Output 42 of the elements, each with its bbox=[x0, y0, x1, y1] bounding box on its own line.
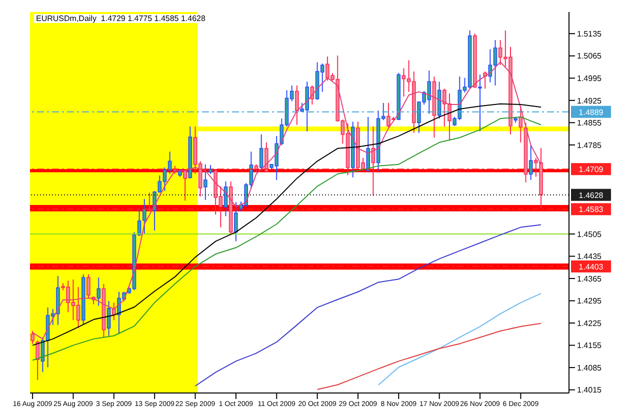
candlestick bbox=[30, 330, 34, 344]
ref-line-label: 1.4583 bbox=[578, 205, 604, 214]
candlestick bbox=[142, 198, 146, 235]
line-series bbox=[32, 61, 542, 340]
candlestick bbox=[366, 116, 370, 172]
ref-line-label: 1.4889 bbox=[578, 108, 604, 117]
y-tick-label: 1.4015 bbox=[577, 386, 602, 395]
candlestick bbox=[183, 168, 187, 202]
y-tick-label: 1.4855 bbox=[577, 118, 602, 128]
y-tick-label: 1.5065 bbox=[577, 52, 602, 61]
y-tick-label: 1.4435 bbox=[577, 252, 602, 262]
y-tick-label: 1.4925 bbox=[577, 96, 602, 106]
y-tick-label: 1.4785 bbox=[577, 140, 602, 150]
candlestick bbox=[478, 74, 482, 132]
candlestick bbox=[295, 84, 299, 126]
candlestick bbox=[264, 142, 268, 173]
line-series bbox=[316, 322, 542, 390]
y-tick-label: 1.4365 bbox=[577, 274, 602, 284]
candlestick bbox=[148, 192, 152, 212]
ref-line-label: 1.4628 bbox=[578, 190, 604, 200]
y-tick-label: 1.4295 bbox=[577, 296, 602, 306]
line-series bbox=[194, 224, 542, 387]
candlestick bbox=[483, 70, 487, 90]
candlestick bbox=[86, 274, 90, 299]
y-tick-label: 1.4995 bbox=[577, 74, 602, 83]
candlestick bbox=[442, 88, 446, 127]
candlestick bbox=[36, 340, 40, 380]
y-tick-label: 1.4225 bbox=[577, 318, 602, 328]
y-tick-label: 1.4505 bbox=[577, 230, 602, 239]
y-tick-label: 1.5135 bbox=[577, 29, 602, 38]
y-tick-label: 1.4085 bbox=[577, 363, 602, 372]
ref-line-label: 1.4709 bbox=[578, 165, 604, 174]
candlestick bbox=[448, 92, 452, 140]
chart-title: EURUSDm,Daily 1.4729 1.4775 1.4585 1.4628 bbox=[34, 14, 208, 23]
candlestick bbox=[259, 134, 264, 172]
candlestick bbox=[234, 202, 238, 242]
candlestick bbox=[204, 164, 208, 200]
line-series bbox=[378, 292, 542, 386]
candlestick bbox=[528, 144, 533, 180]
ref-line-label: 1.4403 bbox=[578, 262, 604, 272]
y-tick-label: 1.4155 bbox=[577, 341, 602, 350]
candlestick bbox=[96, 277, 101, 306]
